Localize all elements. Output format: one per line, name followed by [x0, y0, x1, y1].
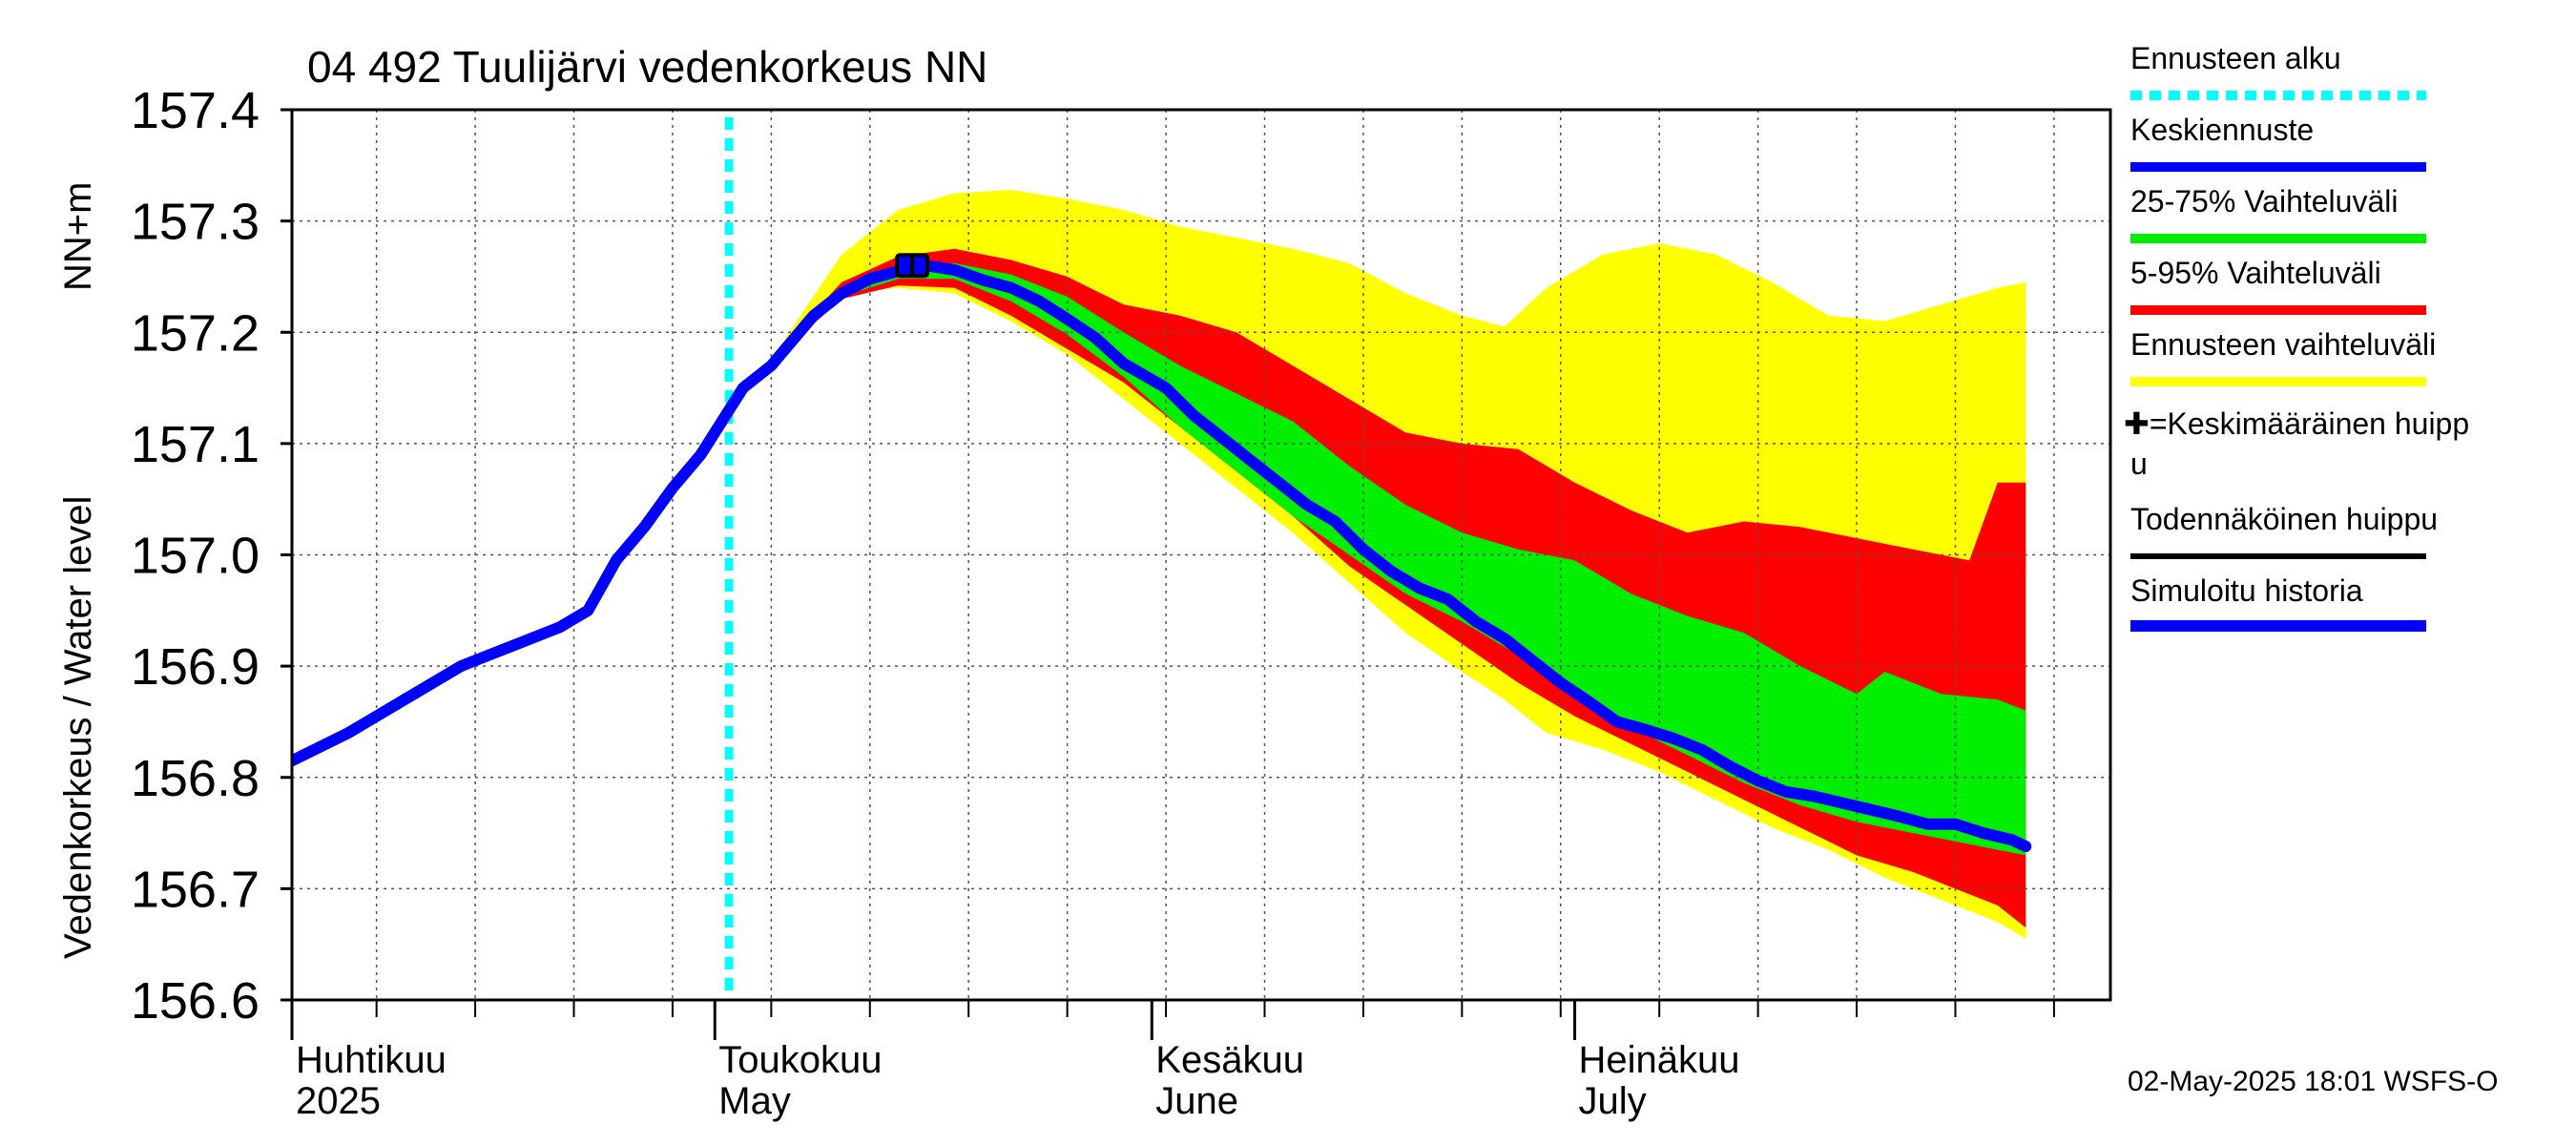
x-month-label: Heinäkuu [1579, 1039, 1740, 1081]
y-tick-label: 156.8 [131, 750, 260, 807]
legend-label: Simuloitu historia [2130, 573, 2363, 608]
x-month-sublabel: 2025 [296, 1080, 381, 1122]
legend-label: Ennusteen vaihteluväli [2130, 327, 2436, 362]
y-axis-unit: NN+m [57, 182, 99, 291]
legend-label: Todennäköinen huippu [2130, 502, 2438, 536]
x-month-sublabel: June [1155, 1080, 1238, 1122]
y-tick-label: 157.3 [131, 194, 260, 251]
x-month-sublabel: July [1579, 1080, 1647, 1122]
y-tick-label: 157.0 [131, 528, 260, 585]
legend: Ennusteen alku Keskiennuste 25-75% Vaihtel… [2124, 41, 2469, 632]
y-tick-label: 156.9 [131, 638, 260, 696]
timestamp-footer: 02-May-2025 18:01 WSFS-O [2128, 1066, 2499, 1097]
y-tick-label: 157.2 [131, 304, 260, 362]
x-month-label: Huhtikuu [296, 1039, 447, 1081]
y-axis-label: Vedenkorkeus / Water level [57, 496, 99, 959]
chart-title: 04 492 Tuulijärvi vedenkorkeus NN [307, 42, 987, 92]
series-line-1 [779, 260, 2032, 853]
y-tick-label: 157.4 [131, 82, 260, 139]
series-lines [292, 253, 2032, 853]
axes: 156.6 156.7 156.8 156.9 157.0 157.1 157.2 157.3… [131, 82, 2112, 1122]
y-tick-label: 156.6 [131, 972, 260, 1030]
band-2 [785, 262, 2026, 856]
legend-label: ✚=Keskimääräinen huipp [2124, 406, 2469, 441]
x-month-sublabel: May [718, 1080, 791, 1122]
legend-label: 25-75% Vaihteluväli [2130, 184, 2398, 219]
legend-label-wrap: u [2130, 447, 2148, 481]
y-tick-label: 157.1 [131, 416, 260, 473]
y-tick-label: 156.7 [131, 861, 260, 918]
series-line-0 [292, 343, 792, 767]
legend-label: 5-95% Vaihteluväli [2130, 256, 2381, 290]
legend-label: Keskiennuste [2130, 113, 2314, 147]
x-month-label: Kesäkuu [1155, 1039, 1304, 1081]
grid-lines [292, 110, 2110, 1000]
x-month-label: Toukokuu [718, 1039, 882, 1081]
legend-label: Ennusteen alku [2130, 41, 2341, 75]
